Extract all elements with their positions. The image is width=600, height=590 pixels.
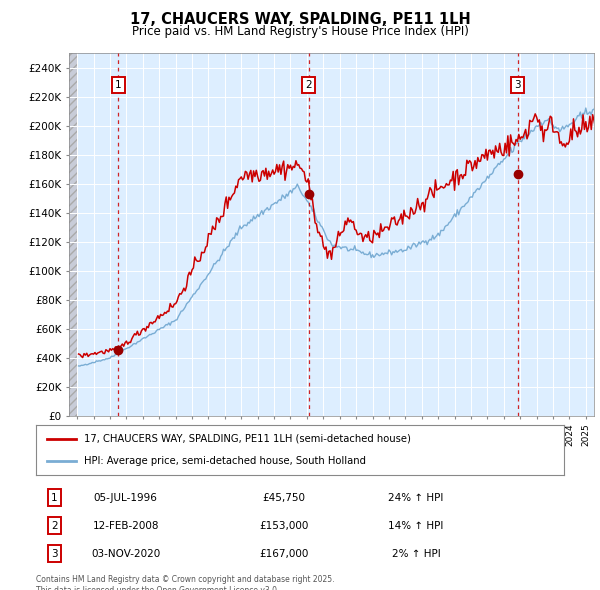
Text: £45,750: £45,750 [263,493,305,503]
Text: 3: 3 [514,80,521,90]
Text: 24% ↑ HPI: 24% ↑ HPI [388,493,444,503]
Text: 17, CHAUCERS WAY, SPALDING, PE11 1LH (semi-detached house): 17, CHAUCERS WAY, SPALDING, PE11 1LH (se… [83,434,410,444]
Text: 12-FEB-2008: 12-FEB-2008 [92,521,159,530]
Text: 17, CHAUCERS WAY, SPALDING, PE11 1LH: 17, CHAUCERS WAY, SPALDING, PE11 1LH [130,12,470,27]
Text: 3: 3 [51,549,58,559]
Text: 03-NOV-2020: 03-NOV-2020 [91,549,160,559]
Text: 05-JUL-1996: 05-JUL-1996 [94,493,158,503]
Text: Contains HM Land Registry data © Crown copyright and database right 2025.
This d: Contains HM Land Registry data © Crown c… [36,575,335,590]
Text: £153,000: £153,000 [259,521,309,530]
Text: 1: 1 [115,80,122,90]
Text: 1: 1 [51,493,58,503]
Text: HPI: Average price, semi-detached house, South Holland: HPI: Average price, semi-detached house,… [83,457,365,467]
Text: 2% ↑ HPI: 2% ↑ HPI [392,549,440,559]
Text: Price paid vs. HM Land Registry's House Price Index (HPI): Price paid vs. HM Land Registry's House … [131,25,469,38]
Text: £167,000: £167,000 [259,549,309,559]
Text: 2: 2 [305,80,312,90]
Bar [69,53,77,416]
Text: 14% ↑ HPI: 14% ↑ HPI [388,521,444,530]
Text: 2: 2 [51,521,58,530]
